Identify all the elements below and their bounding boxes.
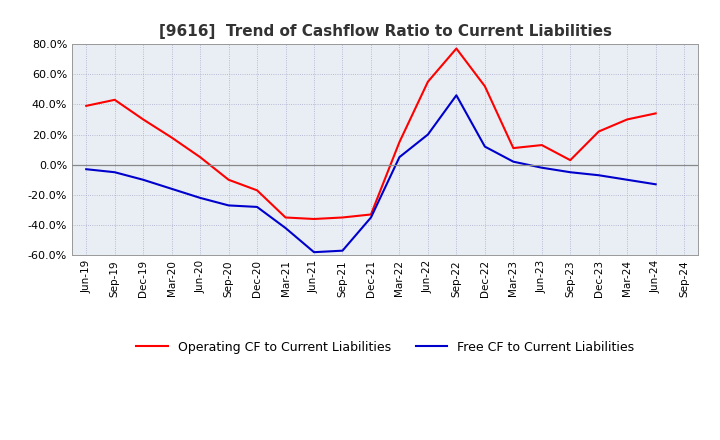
Free CF to Current Liabilities bbox=[423, 132, 432, 137]
Operating CF to Current Liabilities bbox=[537, 143, 546, 148]
Line: Free CF to Current Liabilities: Free CF to Current Liabilities bbox=[86, 95, 656, 252]
Operating CF to Current Liabilities bbox=[310, 216, 318, 222]
Title: [9616]  Trend of Cashflow Ratio to Current Liabilities: [9616] Trend of Cashflow Ratio to Curren… bbox=[158, 24, 612, 39]
Operating CF to Current Liabilities bbox=[623, 117, 631, 122]
Free CF to Current Liabilities bbox=[82, 167, 91, 172]
Free CF to Current Liabilities bbox=[509, 159, 518, 164]
Free CF to Current Liabilities bbox=[652, 182, 660, 187]
Operating CF to Current Liabilities bbox=[423, 79, 432, 84]
Operating CF to Current Liabilities bbox=[366, 212, 375, 217]
Operating CF to Current Liabilities bbox=[82, 103, 91, 109]
Operating CF to Current Liabilities bbox=[139, 117, 148, 122]
Line: Operating CF to Current Liabilities: Operating CF to Current Liabilities bbox=[86, 48, 656, 219]
Operating CF to Current Liabilities bbox=[395, 139, 404, 145]
Operating CF to Current Liabilities bbox=[480, 84, 489, 89]
Free CF to Current Liabilities bbox=[595, 172, 603, 178]
Operating CF to Current Liabilities bbox=[196, 154, 204, 160]
Free CF to Current Liabilities bbox=[395, 154, 404, 160]
Operating CF to Current Liabilities bbox=[282, 215, 290, 220]
Operating CF to Current Liabilities bbox=[167, 135, 176, 140]
Free CF to Current Liabilities bbox=[167, 186, 176, 191]
Operating CF to Current Liabilities bbox=[338, 215, 347, 220]
Operating CF to Current Liabilities bbox=[595, 129, 603, 134]
Free CF to Current Liabilities bbox=[537, 165, 546, 170]
Free CF to Current Liabilities bbox=[139, 177, 148, 183]
Operating CF to Current Liabilities bbox=[509, 146, 518, 151]
Legend: Operating CF to Current Liabilities, Free CF to Current Liabilities: Operating CF to Current Liabilities, Fre… bbox=[131, 336, 639, 359]
Free CF to Current Liabilities bbox=[282, 225, 290, 231]
Operating CF to Current Liabilities bbox=[253, 188, 261, 193]
Operating CF to Current Liabilities bbox=[110, 97, 119, 103]
Operating CF to Current Liabilities bbox=[566, 158, 575, 163]
Free CF to Current Liabilities bbox=[338, 248, 347, 253]
Free CF to Current Liabilities bbox=[225, 203, 233, 208]
Free CF to Current Liabilities bbox=[566, 169, 575, 175]
Free CF to Current Liabilities bbox=[366, 215, 375, 220]
Free CF to Current Liabilities bbox=[480, 144, 489, 149]
Operating CF to Current Liabilities bbox=[452, 46, 461, 51]
Free CF to Current Liabilities bbox=[623, 177, 631, 183]
Operating CF to Current Liabilities bbox=[225, 177, 233, 183]
Free CF to Current Liabilities bbox=[310, 249, 318, 255]
Free CF to Current Liabilities bbox=[452, 93, 461, 98]
Operating CF to Current Liabilities bbox=[652, 111, 660, 116]
Free CF to Current Liabilities bbox=[196, 195, 204, 201]
Free CF to Current Liabilities bbox=[253, 204, 261, 209]
Free CF to Current Liabilities bbox=[110, 169, 119, 175]
